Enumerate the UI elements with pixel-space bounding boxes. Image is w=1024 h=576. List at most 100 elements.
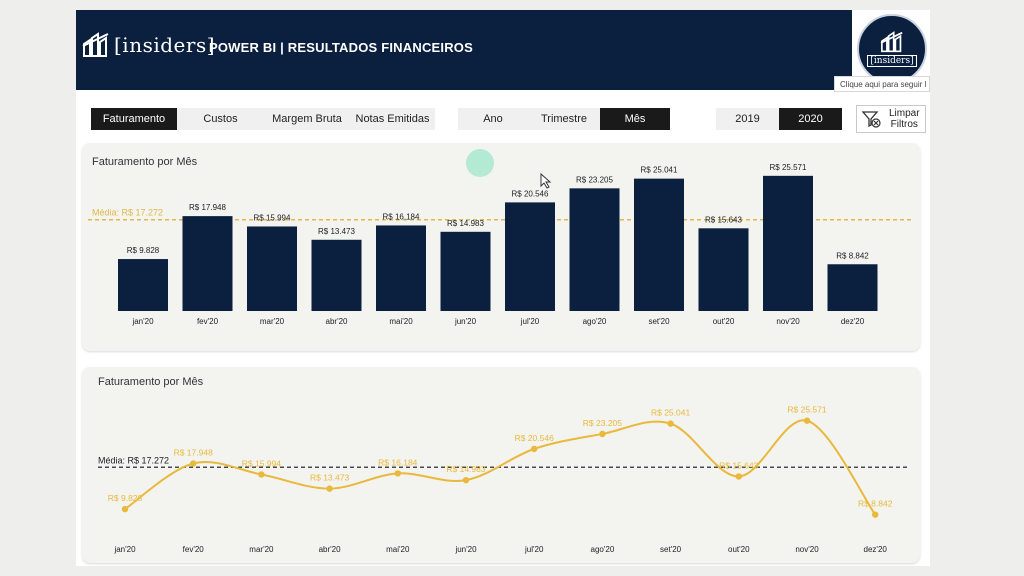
- bar-chart-title: Faturamento por Mês: [92, 156, 198, 168]
- tab-trimestre[interactable]: Trimestre: [528, 108, 600, 130]
- x-tick-label: dez'20: [864, 545, 888, 554]
- point-ago'20: [599, 430, 606, 438]
- point-data-label: R$ 25.041: [651, 408, 690, 418]
- bar-data-label: R$ 20.546: [512, 189, 549, 198]
- point-nov'20: [803, 417, 811, 424]
- bar-out'20: [698, 228, 749, 311]
- x-tick-label: nov'20: [776, 317, 800, 326]
- point-data-label: R$ 25.571: [787, 405, 826, 415]
- bar-ago'20: [569, 188, 620, 311]
- x-tick-label: jun'20: [454, 545, 477, 554]
- point-data-label: R$ 15.994: [242, 458, 281, 468]
- point-data-label: R$ 16.184: [378, 457, 417, 467]
- x-tick-label: ago'20: [583, 317, 607, 326]
- point-data-label: R$ 14.983: [446, 464, 485, 474]
- point-abr'20: [326, 485, 333, 492]
- bar-jan'20: [118, 259, 168, 311]
- tab-faturamento[interactable]: Faturamento: [91, 108, 177, 130]
- x-tick-label: set'20: [648, 317, 670, 326]
- x-tick-label: jul'20: [520, 317, 540, 326]
- bar-chart: Média: R$ 17.272 R$ 9.828 jan'20 R$ 17.948 f…: [88, 163, 914, 326]
- bar-jun'20: [440, 231, 491, 311]
- filter-clear-icon: [861, 111, 881, 128]
- tab-2020[interactable]: 2020: [779, 108, 842, 130]
- series-line: [124, 419, 877, 516]
- bar-chart-panel: Faturamento por Mês Média: R$ 17.272 R$ 9…: [82, 143, 920, 351]
- x-tick-label: ago'20: [591, 545, 615, 554]
- circle-logo-text: [insiders]: [867, 55, 917, 67]
- bar-jul'20: [505, 202, 555, 311]
- bar-fev'20: [182, 216, 233, 311]
- line-chart: Média: R$ 17.272 R$ 9.828 jan'20 R$ 17.948 f…: [98, 405, 908, 554]
- follow-logo-button[interactable]: [insiders]: [857, 14, 927, 84]
- report-canvas: [insiders] POWER BI | RESULTADOS FINANCE…: [76, 10, 930, 566]
- tab-margem-bruta[interactable]: Margem Bruta: [264, 108, 350, 130]
- x-tick-label: out'20: [728, 545, 750, 554]
- logo-text: [insiders]: [114, 33, 216, 57]
- x-tick-label: abr'20: [326, 317, 349, 326]
- page-title: POWER BI | RESULTADOS FINANCEIROS: [209, 40, 473, 55]
- building-chart-icon: [82, 32, 109, 57]
- period-tabs: Ano Trimestre Mês: [458, 108, 670, 130]
- bar-abr'20: [311, 239, 362, 311]
- bar-mar'20: [247, 226, 297, 311]
- bar-data-label: R$ 9.828: [127, 246, 160, 255]
- point-mai'20: [394, 470, 401, 477]
- tab-custos[interactable]: Custos: [177, 108, 264, 130]
- point-data-label: R$ 17.948: [174, 447, 213, 457]
- point-jul'20: [531, 445, 538, 453]
- bar-data-label: R$ 14.983: [447, 219, 484, 228]
- x-tick-label: abr'20: [319, 545, 342, 554]
- year-tabs: 2019 2020: [716, 108, 842, 130]
- point-data-label: R$ 9.828: [108, 493, 143, 503]
- x-tick-label: jun'20: [454, 317, 477, 326]
- follow-tooltip: Clique aqui para seguir l: [834, 76, 930, 92]
- bar-data-label: R$ 15.994: [254, 213, 291, 222]
- bar-data-label: R$ 25.571: [770, 163, 807, 172]
- bar-data-label: R$ 23.205: [576, 175, 613, 184]
- point-data-label: R$ 23.205: [583, 418, 622, 428]
- x-tick-label: set'20: [660, 545, 682, 554]
- clear-filters-button[interactable]: Limpar Filtros: [856, 105, 926, 133]
- mouse-pointer-icon: [540, 173, 552, 189]
- clear-filters-label: Limpar Filtros: [889, 108, 920, 130]
- point-set'20: [667, 420, 674, 427]
- bar-data-label: R$ 17.948: [189, 203, 226, 212]
- x-tick-label: jul'20: [524, 545, 544, 554]
- x-tick-label: dez'20: [841, 317, 865, 326]
- point-mar'20: [258, 471, 265, 478]
- x-tick-label: jan'20: [113, 545, 136, 554]
- bar-set'20: [634, 178, 684, 311]
- tab-notas-emitidas[interactable]: Notas Emitidas: [350, 108, 435, 130]
- x-tick-label: mai'20: [389, 317, 413, 326]
- bar-data-label: R$ 15.643: [705, 215, 742, 224]
- point-dez'20: [872, 511, 879, 518]
- point-data-label: R$ 8.842: [858, 499, 893, 509]
- point-out'20: [735, 473, 742, 480]
- point-data-label: R$ 13.473: [310, 473, 349, 483]
- x-tick-label: jan'20: [131, 317, 154, 326]
- x-tick-label: fev'20: [197, 317, 219, 326]
- x-tick-label: out'20: [713, 317, 735, 326]
- bar-data-label: R$ 8.842: [836, 251, 869, 260]
- bar-data-label: R$ 25.041: [641, 166, 678, 175]
- bar-data-label: R$ 16.184: [383, 212, 420, 221]
- point-jun'20: [462, 476, 470, 484]
- bar-data-label: R$ 13.473: [318, 227, 355, 236]
- bar-nov'20: [763, 175, 813, 311]
- x-tick-label: fev'20: [183, 545, 205, 554]
- line-chart-title: Faturamento por Mês: [98, 376, 204, 388]
- point-fev'20: [190, 460, 197, 467]
- average-label: Média: R$ 17.272: [92, 208, 163, 218]
- x-tick-label: nov'20: [795, 545, 819, 554]
- point-jan'20: [121, 505, 129, 513]
- building-chart-icon: [880, 31, 903, 53]
- x-tick-label: mar'20: [260, 317, 285, 326]
- tab-2019[interactable]: 2019: [716, 108, 779, 130]
- average-label: Média: R$ 17.272: [98, 455, 169, 465]
- tab-ano[interactable]: Ano: [458, 108, 528, 130]
- tab-mes[interactable]: Mês: [600, 108, 670, 130]
- bar-mai'20: [376, 225, 426, 311]
- point-data-label: R$ 20.546: [515, 433, 554, 443]
- line-chart-panel: Faturamento por Mês Média: R$ 17.272 R$ 9…: [82, 367, 920, 563]
